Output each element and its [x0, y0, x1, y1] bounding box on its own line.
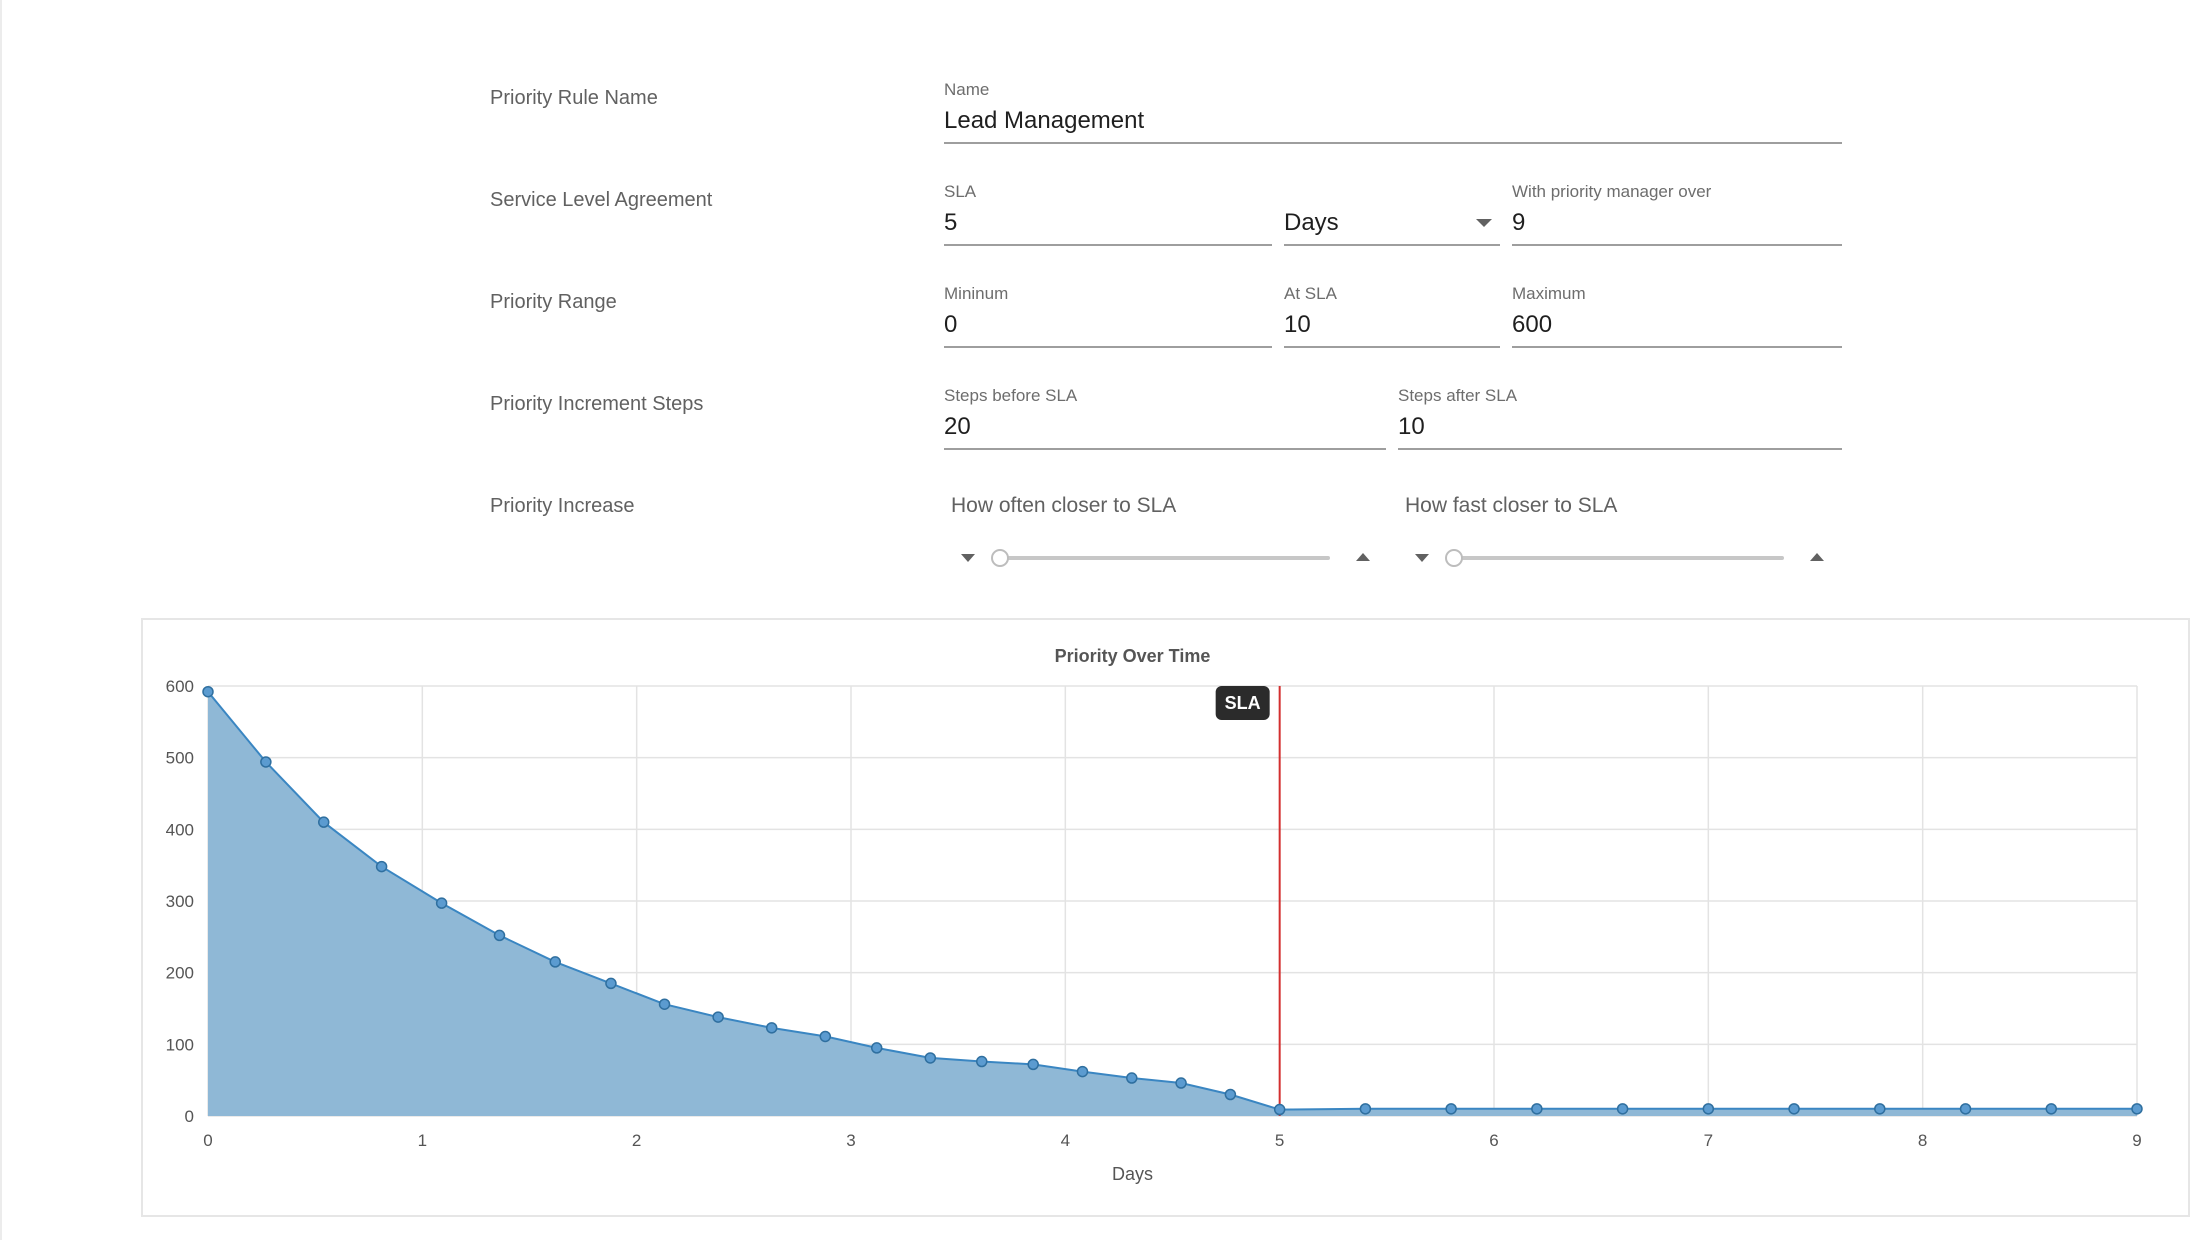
data-point — [1616, 1103, 1629, 1115]
data-point — [712, 1011, 724, 1023]
priority-manager-input[interactable]: 9 — [1512, 208, 1842, 246]
data-point — [493, 929, 506, 942]
steps-after-sla-field[interactable]: Steps after SLA 10 — [1398, 386, 1842, 450]
data-point — [2131, 1103, 2143, 1115]
data-point — [975, 1055, 988, 1068]
how-often-slider-track[interactable] — [1000, 556, 1330, 560]
data-point — [317, 816, 330, 828]
priority-range-label: Priority Range — [490, 291, 617, 313]
data-point — [202, 685, 214, 698]
x-tick-label: 1 — [418, 1131, 427, 1150]
priority-increment-steps-label: Priority Increment Steps — [490, 393, 704, 415]
data-point — [1531, 1103, 1543, 1115]
priority-chart-card: 0 1 2 3 4 5 6 7 8 9 0 100 200 300 400 500 600 SLA Priori… — [141, 618, 2190, 1217]
steps-before-sla-input[interactable]: 20 — [944, 412, 1386, 450]
data-point — [658, 998, 671, 1010]
y-tick-label: 200 — [166, 964, 194, 983]
sla-field-label: SLA — [944, 182, 977, 201]
at-sla-input[interactable]: 10 — [1284, 310, 1500, 348]
data-point — [260, 756, 272, 768]
y-tick-label: 0 — [185, 1107, 194, 1126]
priority-manager-label: With priority manager over — [1512, 182, 1712, 201]
chart-area-fill — [208, 691, 2137, 1116]
x-tick-label: 6 — [1489, 1131, 1498, 1150]
sla-badge — [1215, 686, 1270, 720]
data-point — [1788, 1103, 1800, 1115]
x-tick-label: 7 — [1704, 1131, 1713, 1150]
sla-unit-select[interactable]: Days — [1284, 182, 1500, 246]
sla-unit-value: Days — [1284, 209, 1339, 236]
priority-increase-label: Priority Increase — [490, 495, 635, 517]
maximum-input[interactable]: 600 — [1512, 310, 1842, 348]
name-field-label: Name — [944, 80, 990, 99]
data-point — [1224, 1088, 1237, 1101]
increase-often-icon[interactable] — [1356, 553, 1370, 561]
how-often-slider-thumb[interactable] — [991, 549, 1009, 567]
data-point — [1126, 1072, 1138, 1084]
y-tick-label: 100 — [166, 1035, 194, 1054]
name-field[interactable]: Name Lead Management — [944, 80, 1842, 144]
data-point — [435, 897, 448, 909]
data-point — [1874, 1103, 1886, 1115]
y-tick-label: 300 — [166, 892, 194, 911]
data-point — [1273, 1103, 1286, 1116]
data-point — [1959, 1103, 1972, 1115]
how-often-title: How often closer to SLA — [951, 494, 1177, 517]
data-point — [375, 860, 388, 873]
how-fast-title: How fast closer to SLA — [1405, 494, 1618, 517]
x-tick-label: 9 — [2132, 1131, 2141, 1150]
x-tick-label: 0 — [203, 1131, 212, 1150]
maximum-label: Maximum — [1512, 284, 1586, 303]
y-tick-label: 600 — [166, 677, 194, 696]
chart-title: Priority Over Time — [1055, 646, 1211, 666]
decrease-often-icon[interactable] — [961, 554, 975, 562]
data-point — [549, 956, 561, 968]
increase-fast-icon[interactable] — [1810, 553, 1824, 561]
data-point — [605, 977, 617, 990]
y-tick-label: 400 — [166, 820, 194, 839]
priority-rule-name-label: Priority Rule Name — [490, 87, 658, 109]
sla-input[interactable]: 5 — [944, 208, 1272, 246]
at-sla-label: At SLA — [1284, 284, 1337, 303]
window-left-border — [0, 0, 2, 1240]
data-point — [1027, 1058, 1039, 1071]
steps-before-sla-label: Steps before SLA — [944, 386, 1078, 405]
x-tick-label: 3 — [846, 1131, 855, 1150]
data-point — [1076, 1065, 1089, 1078]
name-input[interactable]: Lead Management — [944, 106, 1842, 144]
x-tick-label: 4 — [1061, 1131, 1070, 1150]
data-point — [1702, 1103, 1715, 1115]
data-point — [819, 1030, 832, 1043]
decrease-fast-icon[interactable] — [1415, 554, 1429, 562]
steps-after-sla-label: Steps after SLA — [1398, 386, 1518, 405]
data-point — [1359, 1103, 1372, 1115]
chevron-down-icon[interactable] — [1476, 219, 1492, 227]
y-tick-label: 500 — [166, 749, 194, 768]
x-tick-label: 2 — [632, 1131, 641, 1150]
how-fast-slider-thumb[interactable] — [1445, 549, 1463, 567]
x-tick-label: 8 — [1918, 1131, 1927, 1150]
data-point — [2045, 1103, 2058, 1115]
minimum-label: Mininum — [944, 284, 1009, 303]
data-point — [870, 1042, 883, 1054]
data-point — [924, 1052, 937, 1064]
how-fast-slider-track[interactable] — [1454, 556, 1784, 560]
data-point — [1445, 1103, 1457, 1115]
x-axis-label: Days — [1112, 1164, 1153, 1184]
service-level-agreement-label: Service Level Agreement — [490, 189, 713, 211]
sla-field[interactable]: SLA 5 — [944, 182, 1272, 246]
data-point — [1175, 1077, 1187, 1089]
maximum-field[interactable]: Maximum 600 — [1512, 284, 1842, 348]
minimum-input[interactable]: 0 — [944, 310, 1272, 348]
at-sla-field[interactable]: At SLA 10 — [1284, 284, 1500, 348]
x-tick-label: 5 — [1275, 1131, 1284, 1150]
priority-manager-field[interactable]: With priority manager over 9 — [1512, 182, 1842, 246]
sla-badge-label: SLA — [1225, 693, 1261, 713]
data-point — [765, 1022, 778, 1034]
steps-before-sla-field[interactable]: Steps before SLA 20 — [944, 386, 1386, 450]
priority-over-time-chart: 0 1 2 3 4 5 6 7 8 9 0 100 200 300 400 500 600 SLA Priori… — [166, 646, 2143, 1184]
steps-after-sla-input[interactable]: 10 — [1398, 412, 1842, 450]
minimum-field[interactable]: Mininum 0 — [944, 284, 1272, 348]
